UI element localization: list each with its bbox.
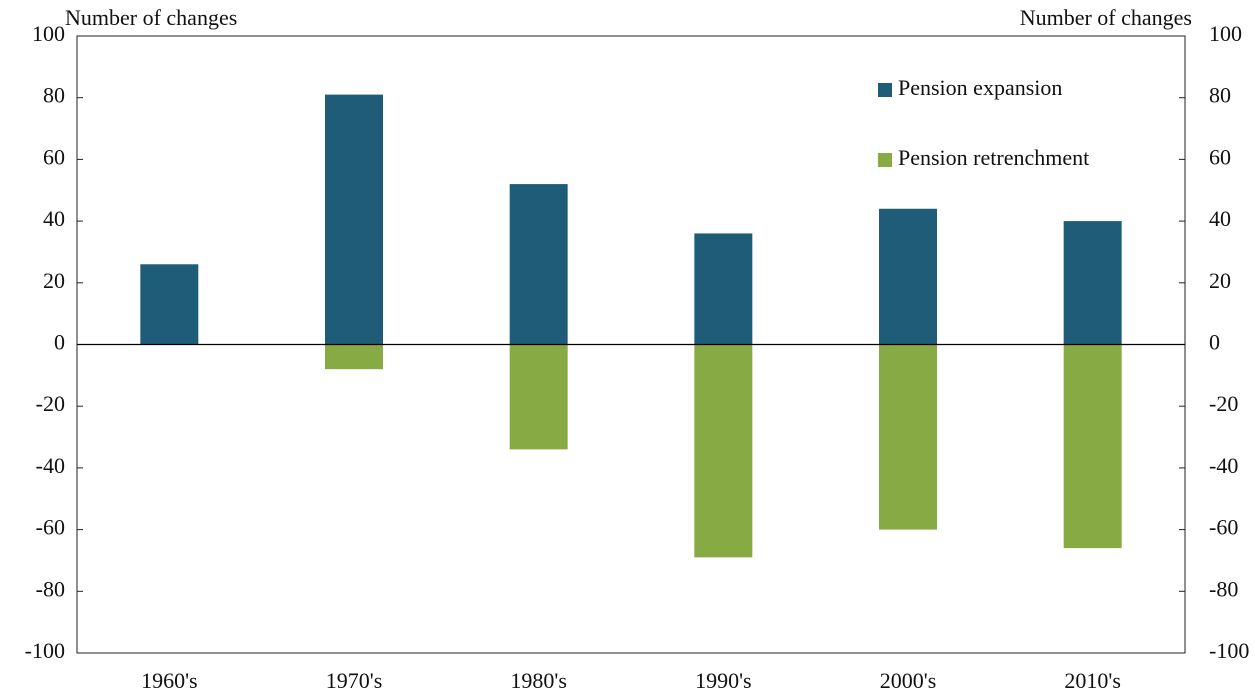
bar bbox=[509, 344, 568, 450]
bar bbox=[694, 233, 753, 345]
y2-tick-label: 100 bbox=[1209, 21, 1242, 46]
y2-tick-label: -60 bbox=[1209, 515, 1238, 540]
y-tick-label: 60 bbox=[43, 144, 65, 169]
y2-tick-label: -20 bbox=[1209, 391, 1238, 416]
bar bbox=[879, 344, 937, 530]
x-tick-label: 1960's bbox=[141, 668, 198, 692]
legend-swatch bbox=[878, 83, 892, 97]
y-tick-label: 40 bbox=[43, 206, 65, 231]
y-tick-label: 100 bbox=[32, 21, 65, 46]
y-tick-label: 0 bbox=[54, 330, 65, 355]
y2-tick-label: 20 bbox=[1209, 268, 1231, 293]
y2-tick-label: 80 bbox=[1209, 83, 1231, 108]
bar bbox=[879, 208, 937, 345]
x-tick-label: 2000's bbox=[880, 668, 937, 692]
y-tick-label: 80 bbox=[43, 83, 65, 108]
y-tick-label: -60 bbox=[36, 515, 65, 540]
y2-tick-label: -100 bbox=[1209, 638, 1249, 663]
y2-tick-label: 40 bbox=[1209, 206, 1231, 231]
y2-tick-label: 60 bbox=[1209, 144, 1231, 169]
y-tick-label: -40 bbox=[36, 453, 65, 478]
x-tick-label: 1980's bbox=[510, 668, 567, 692]
legend-label: Pension retrenchment bbox=[898, 145, 1089, 170]
y-tick-label: -20 bbox=[36, 391, 65, 416]
bar bbox=[509, 184, 568, 345]
y2-tick-label: -40 bbox=[1209, 453, 1238, 478]
bar bbox=[140, 264, 199, 345]
x-tick-label: 2010's bbox=[1064, 668, 1121, 692]
legend-label: Pension expansion bbox=[898, 75, 1062, 100]
y2-axis-label: Number of changes bbox=[1020, 5, 1192, 30]
y-tick-label: 20 bbox=[43, 268, 65, 293]
bar bbox=[1063, 221, 1122, 345]
x-tick-label: 1990's bbox=[695, 668, 752, 692]
bar bbox=[1063, 344, 1122, 549]
y-tick-label: -100 bbox=[25, 638, 65, 663]
x-tick-label: 1970's bbox=[326, 668, 383, 692]
bar bbox=[325, 344, 383, 370]
legend-swatch bbox=[878, 153, 892, 167]
y-tick-label: -80 bbox=[36, 576, 65, 601]
y2-tick-label: -80 bbox=[1209, 576, 1238, 601]
y2-tick-label: 0 bbox=[1209, 330, 1220, 355]
bar bbox=[694, 344, 753, 558]
bar bbox=[325, 94, 383, 345]
y-axis-label: Number of changes bbox=[65, 5, 237, 30]
